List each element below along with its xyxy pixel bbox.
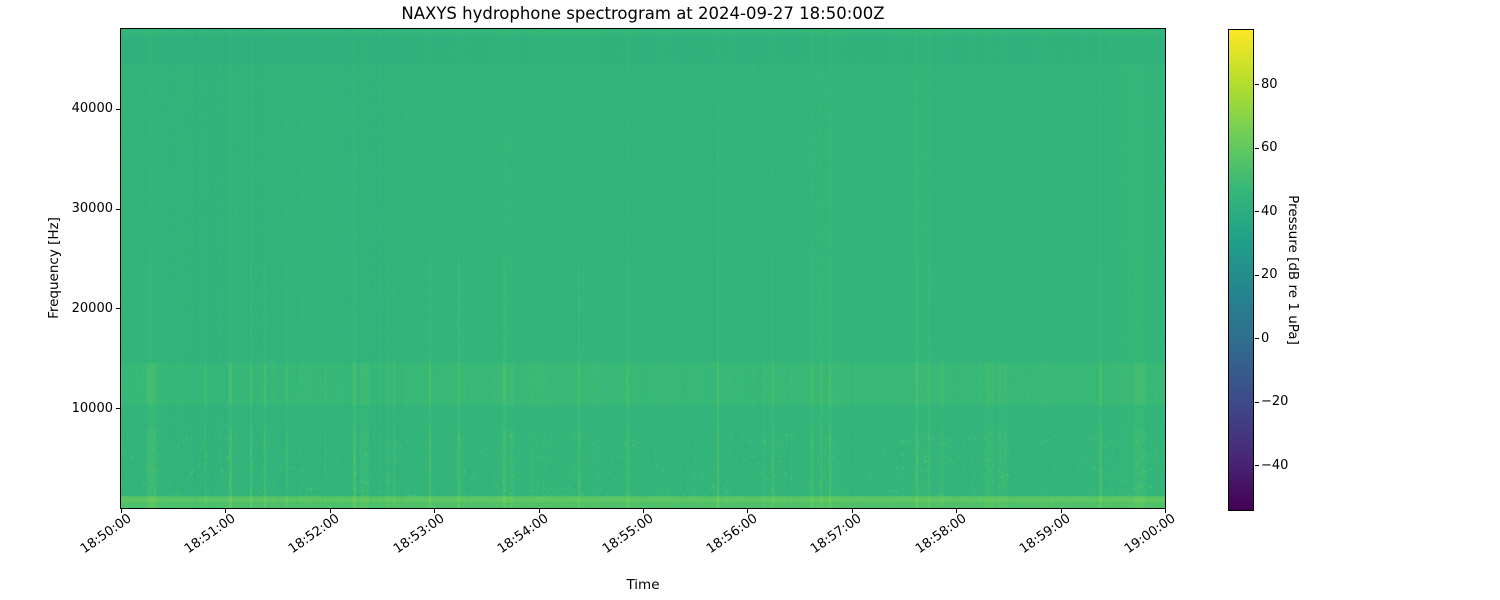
x-tick-mark [1165, 509, 1166, 513]
x-tick-label: 18:59:00 [1017, 511, 1074, 557]
y-tick-mark [116, 308, 120, 309]
x-tick-label: 18:58:00 [912, 511, 970, 557]
chart-title: NAXYS hydrophone spectrogram at 2024-09-… [401, 4, 885, 23]
x-tick-mark [225, 509, 226, 513]
x-tick-mark [747, 509, 748, 513]
colorbar-tick-label: 40 [1261, 203, 1278, 219]
colorbar-tick-mark [1255, 402, 1259, 403]
colorbar-tick-mark [1255, 275, 1259, 276]
x-tick-label: 18:57:00 [808, 511, 865, 557]
y-tick-mark [116, 209, 120, 210]
colorbar-tick-label: 80 [1261, 76, 1278, 92]
x-tick-mark [330, 509, 331, 513]
colorbar-label: Pressure [dB re 1 uPa] [1285, 195, 1301, 345]
colorbar-tick-mark [1255, 338, 1259, 339]
colorbar-tick-mark [1255, 211, 1259, 212]
x-tick-label: 18:54:00 [495, 511, 552, 557]
y-tick-mark [116, 408, 120, 409]
x-tick-mark [539, 509, 540, 513]
y-tick-mark [116, 109, 120, 110]
x-tick-mark [1061, 509, 1062, 513]
spectrogram-heatmap [121, 29, 1165, 508]
y-tick-label: 20000 [71, 300, 113, 316]
x-tick-label: 18:53:00 [390, 511, 448, 557]
colorbar-tick-mark [1255, 84, 1259, 85]
x-tick-mark [852, 509, 853, 513]
colorbar-tick-label: −20 [1261, 394, 1289, 410]
x-tick-label: 18:50:00 [77, 511, 135, 557]
colorbar-tick-label: 20 [1261, 267, 1278, 283]
x-tick-label: 18:52:00 [286, 511, 343, 557]
x-tick-mark [643, 509, 644, 513]
colorbar-tick-label: −40 [1261, 457, 1289, 473]
x-tick-label: 19:00:00 [1121, 511, 1179, 557]
x-axis-label: Time [626, 577, 660, 593]
colorbar-tick-label: 0 [1261, 330, 1270, 346]
x-tick-mark [956, 509, 957, 513]
colorbar-tick-label: 60 [1261, 140, 1278, 156]
x-tick-mark [434, 509, 435, 513]
colorbar-tick-mark [1255, 148, 1259, 149]
x-tick-label: 18:55:00 [599, 511, 657, 557]
x-tick-label: 18:56:00 [704, 511, 761, 557]
y-tick-label: 10000 [71, 400, 113, 416]
x-tick-label: 18:51:00 [182, 511, 239, 557]
y-tick-label: 30000 [71, 201, 113, 217]
colorbar-tick-mark [1255, 465, 1259, 466]
plot-area [120, 28, 1166, 509]
y-tick-label: 40000 [71, 101, 113, 117]
x-tick-mark [121, 509, 122, 513]
colorbar [1228, 29, 1254, 511]
